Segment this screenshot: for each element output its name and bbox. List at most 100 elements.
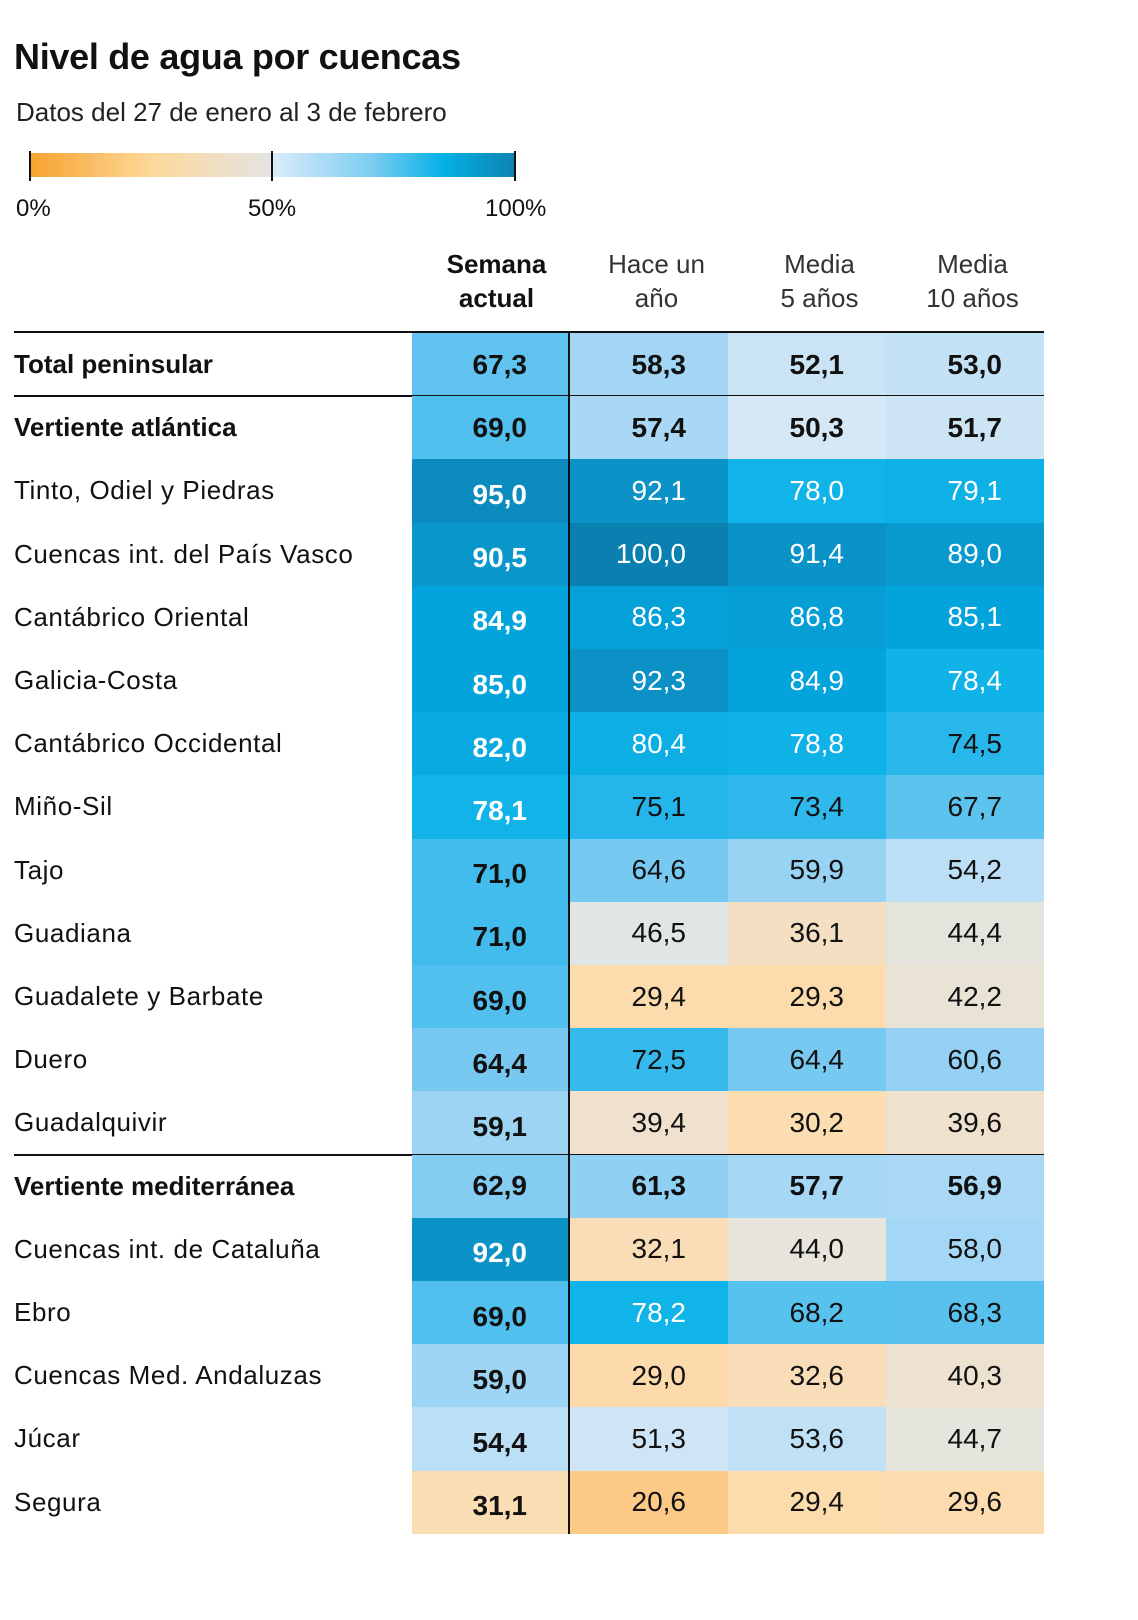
heatmap-cell: 51,7: [886, 396, 1044, 460]
heatmap-cell: 44,4: [886, 901, 1044, 965]
row-label: Duero: [14, 1044, 88, 1075]
heatmap-cell: 86,8: [728, 585, 886, 649]
row-label: Ebro: [14, 1297, 72, 1328]
table-row: Segura 31,1 20,6 29,4 29,6: [0, 1470, 1044, 1534]
row-label: Cuencas int. del País Vasco: [14, 538, 354, 569]
heatmap-cell: 68,3: [886, 1281, 1044, 1345]
column-header-line: actual: [458, 283, 535, 313]
heatmap-cell: 54,4: [412, 1407, 569, 1471]
heatmap-cell: 78,0: [728, 459, 886, 523]
legend-label-0: 0%: [16, 195, 51, 222]
heatmap-cell: 69,0: [412, 965, 569, 1029]
heatmap-cell: 53,0: [886, 333, 1044, 397]
chart-title: Nivel de agua por cuencas: [14, 36, 461, 77]
row-label: Vertiente mediterránea: [14, 1170, 295, 1201]
column-header-line: Media: [937, 249, 1008, 279]
chart-subtitle: Datos del 27 de enero al 3 de febrero: [16, 97, 447, 127]
heatmap-cell: 68,2: [728, 1281, 886, 1345]
table-row: Vertiente mediterránea 62,9 61,3 57,7 56,9: [0, 1154, 1044, 1218]
row-label: Guadiana: [14, 917, 132, 948]
legend-tick-100: [514, 151, 516, 181]
row-label: Guadalquivir: [14, 1107, 168, 1138]
heatmap-cell: 84,9: [728, 649, 886, 713]
column-header-line: 5 años: [780, 283, 859, 313]
row-label: Galicia-Costa: [14, 665, 178, 696]
heatmap-cell: 36,1: [728, 901, 886, 965]
heatmap-cell: 32,1: [570, 1217, 728, 1281]
heatmap-cell: 69,0: [412, 396, 569, 460]
table-row: Guadalete y Barbate 69,0 29,4 29,3 42,2: [0, 965, 1044, 1029]
heatmap-cell: 82,0: [412, 712, 569, 776]
row-label: Miño-Sil: [14, 791, 113, 822]
heatmap-cell: 59,0: [412, 1344, 569, 1408]
heatmap-cell: 69,0: [412, 1281, 569, 1345]
row-label: Cantábrico Occidental: [14, 728, 283, 759]
heatmap-cell: 51,3: [570, 1407, 728, 1471]
heatmap-cell: 78,2: [570, 1281, 728, 1345]
heatmap-cell: 95,0: [412, 459, 569, 523]
column-header-line: 10 años: [926, 283, 1019, 313]
row-label: Vertiente atlántica: [14, 412, 237, 443]
heatmap-cell: 40,3: [886, 1344, 1044, 1408]
heatmap-cell: 39,6: [886, 1091, 1044, 1155]
heatmap-cell: 64,4: [728, 1028, 886, 1092]
row-label: Júcar: [14, 1423, 81, 1454]
heatmap-cell: 91,4: [728, 522, 886, 586]
heatmap-cell: 92,3: [570, 649, 728, 713]
heatmap-cell: 31,1: [412, 1470, 569, 1534]
heatmap-cell: 78,8: [728, 712, 886, 776]
table-row: Júcar 54,4 51,3 53,6 44,7: [0, 1407, 1044, 1471]
column-header-semana-actual: Semana actual: [418, 247, 575, 315]
heatmap-cell: 92,0: [412, 1217, 569, 1281]
row-label: Cuencas int. de Cataluña: [14, 1233, 321, 1264]
heatmap-cell: 44,0: [728, 1217, 886, 1281]
row-label: Total peninsular: [14, 349, 213, 380]
heatmap-cell: 74,5: [886, 712, 1044, 776]
heatmap-cell: 58,0: [886, 1217, 1044, 1281]
legend-tick-50: [271, 151, 273, 181]
heatmap-cell: 29,4: [570, 965, 728, 1029]
heatmap-cell: 79,1: [886, 459, 1044, 523]
heatmap-cell: 60,6: [886, 1028, 1044, 1092]
column-header-hace-un-ano: Hace un año: [578, 247, 735, 315]
heatmap-cell: 67,3: [412, 333, 569, 397]
heatmap-cell: 100,0: [570, 522, 728, 586]
row-label: Cantábrico Oriental: [14, 601, 250, 632]
heatmap-cell: 67,7: [886, 775, 1044, 839]
legend-tick-0: [29, 151, 31, 181]
heatmap-cell: 90,5: [412, 522, 569, 586]
heatmap-cell: 29,6: [886, 1470, 1044, 1534]
row-label: Tinto, Odiel y Piedras: [14, 475, 275, 506]
heatmap-cell: 20,6: [570, 1470, 728, 1534]
column-divider: [568, 332, 570, 1534]
color-scale-legend: [30, 153, 516, 177]
heatmap-cell: 64,4: [412, 1028, 569, 1092]
column-header-line: Semana: [446, 249, 547, 279]
row-divider: [14, 331, 1044, 333]
heatmap-cell: 32,6: [728, 1344, 886, 1408]
heatmap-cell: 59,1: [412, 1091, 569, 1155]
table-row: Ebro 69,0 78,2 68,2 68,3: [0, 1281, 1044, 1345]
heatmap-cell: 54,2: [886, 838, 1044, 902]
heatmap-cell: 29,0: [570, 1344, 728, 1408]
heatmap-cell: 50,3: [728, 396, 886, 460]
heatmap-cell: 52,1: [728, 333, 886, 397]
table-row: Total peninsular 67,3 58,3 52,1 53,0: [0, 333, 1044, 397]
column-header-line: año: [634, 283, 679, 313]
legend-label-100: 100%: [485, 195, 547, 222]
heatmap-cell: 58,3: [570, 333, 728, 397]
heatmap-cell: 42,2: [886, 965, 1044, 1029]
heatmap-cell: 62,9: [412, 1154, 569, 1218]
heatmap-cell: 80,4: [570, 712, 728, 776]
table-row: Cuencas int. de Cataluña 92,0 32,1 44,0 58,0: [0, 1217, 1044, 1281]
table-row: Vertiente atlántica 69,0 57,4 50,3 51,7: [0, 396, 1044, 460]
table-row: Guadalquivir 59,1 39,4 30,2 39,6: [0, 1091, 1044, 1155]
heatmap-cell: 73,4: [728, 775, 886, 839]
row-label: Tajo: [14, 854, 65, 885]
heatmap-cell: 39,4: [570, 1091, 728, 1155]
heatmap-cell: 57,7: [728, 1154, 886, 1218]
heatmap-cell: 85,1: [886, 585, 1044, 649]
row-label: Guadalete y Barbate: [14, 981, 264, 1012]
table-row: Tajo 71,0 64,6 59,9 54,2: [0, 838, 1044, 902]
table-row: Cantábrico Oriental 84,9 86,3 86,8 85,1: [0, 585, 1044, 649]
